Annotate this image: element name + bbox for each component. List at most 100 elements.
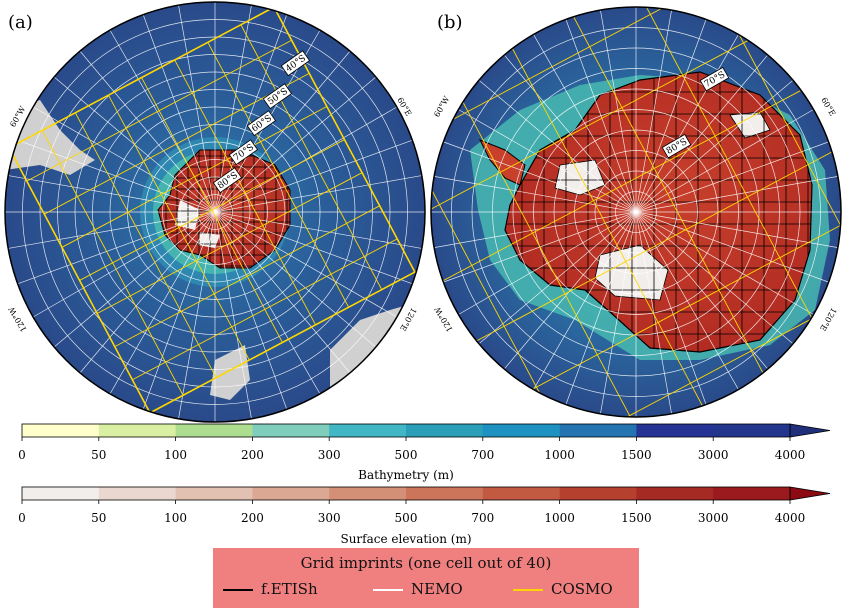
- graticule-meridian: [214, 211, 413, 285]
- graticule-meridian: [178, 211, 216, 419]
- graticule-meridian: [214, 211, 422, 249]
- legend-item-fetish: f.ETISh: [223, 580, 318, 600]
- graticule-meridian: [214, 211, 377, 348]
- graticule-meridian: [635, 19, 707, 213]
- colorbar-tick-label: 200: [241, 448, 264, 462]
- colorbar-tick-label: 3000: [698, 511, 729, 525]
- graticule-meridian: [214, 50, 351, 213]
- colorbar-label: Surface elevation (m): [340, 532, 471, 546]
- graticule-meridian: [565, 19, 637, 213]
- graticule-meridian: [214, 211, 321, 395]
- graticule-meridian: [635, 141, 829, 213]
- graticule-meridian: [214, 175, 422, 213]
- colorbar-tick-label: 700: [471, 511, 494, 525]
- colorbar-bin: [175, 424, 253, 437]
- legend-title: Grid imprints (one cell out of 40): [300, 554, 552, 572]
- colorbar-tick-label: 100: [164, 511, 187, 525]
- new-zealand-land: [210, 345, 250, 400]
- cosmo-grid-a: [8, 6, 416, 414]
- graticule-meridian: [53, 211, 216, 348]
- colorbar-bin: [636, 487, 714, 500]
- cosmo-grid-line: [207, 42, 350, 308]
- surface-elevation-colorbar: 0 50 100 200 300 500 700 1000 1500 3000 4000 Surfac…: [18, 486, 831, 546]
- colorbar-tick-label: 0: [18, 511, 26, 525]
- colorbar-bin: [22, 424, 100, 437]
- graticule-meridian: [600, 211, 637, 414]
- graticule-meridian: [533, 211, 637, 390]
- colorbar-tick-label: 50: [91, 448, 106, 462]
- graticule-meridian: [635, 176, 838, 213]
- cosmo-grid-line: [431, 21, 634, 417]
- graticule-meridian: [79, 211, 216, 374]
- graticule-meridian: [635, 211, 794, 345]
- graticule-meridian: [434, 176, 637, 213]
- graticule-meridian: [635, 211, 707, 405]
- graticule-meridian: [214, 106, 398, 213]
- graticule-meridian: [565, 211, 637, 405]
- cosmo-grid-line: [446, 221, 841, 417]
- panel-b-map: (b) 70°S 80°S 60°W 60°E 120°W 120°E: [430, 6, 842, 418]
- graticule-meridian: [17, 211, 216, 285]
- colorbar-bin: [329, 424, 407, 437]
- graticule-meridian: [32, 106, 216, 213]
- colorbar-bin: [252, 487, 330, 500]
- legend-item-cosmo: COSMO: [513, 580, 613, 600]
- colorbar-bin: [406, 487, 484, 500]
- colorbar-bin: [713, 487, 791, 500]
- graticule-meridian: [214, 139, 413, 213]
- colorbar-tick-label: 100: [164, 448, 187, 462]
- cosmo-grid-line: [646, 7, 841, 409]
- graticule-meridian: [8, 211, 216, 249]
- map-boundary-a: [4, 1, 426, 423]
- graticule-meridian: [503, 54, 637, 213]
- colorbar-bin: [559, 424, 637, 437]
- colorbar-bin: [329, 487, 407, 500]
- colorbar-extend-arrow: [789, 423, 831, 438]
- graticule-meridian: [635, 211, 769, 370]
- colorbar-tick-label: 4000: [775, 448, 806, 462]
- cosmo-grid-line: [114, 205, 380, 348]
- legend-item-nemo: NEMO: [373, 580, 463, 600]
- graticule-meridian: [214, 76, 377, 213]
- legend-label-cosmo: COSMO: [551, 580, 613, 598]
- cosmo-grid-line: [79, 139, 345, 281]
- colorbar-bin: [559, 487, 637, 500]
- graticule-meridian: [635, 54, 769, 213]
- graticule-meridian: [109, 29, 216, 213]
- colorbar-tick-label: 300: [318, 511, 341, 525]
- lon-label-120e-b: 120°E: [818, 306, 838, 332]
- panel-a-map: (a) 40°S 50°S 60°S 70°S 80°S: [4, 1, 426, 423]
- graticule-meridian: [8, 175, 216, 213]
- nemo-grid-a: [5, 2, 425, 422]
- legend-box: Grid imprints (one cell out of 40) f.ETI…: [213, 548, 639, 608]
- colorbar-bin: [175, 487, 253, 500]
- colorbar-tick-label: 200: [241, 511, 264, 525]
- graticule-meridian: [635, 109, 814, 213]
- nemo-grid-b: [431, 7, 841, 417]
- graticule-meridian: [214, 211, 398, 318]
- panel-a-label: (a): [8, 12, 33, 33]
- lon-label-60e-b: 60°E: [819, 96, 837, 118]
- graticule-meridian: [503, 211, 637, 370]
- map-boundary-b: [430, 6, 842, 418]
- graticule-meridian: [635, 34, 739, 213]
- legend-label-nemo: NEMO: [411, 580, 463, 598]
- colorbar-label: Bathymetry (m): [358, 468, 454, 482]
- cosmo-grid-line: [132, 238, 398, 381]
- graticule-meridian: [142, 14, 216, 213]
- colorbar-tick-label: 50: [91, 511, 106, 525]
- graticule-meridian: [214, 211, 252, 419]
- graticule-meridian: [458, 211, 637, 315]
- colorbar-tick-label: 0: [18, 448, 26, 462]
- colorbar-tick-label: 700: [471, 448, 494, 462]
- graticule-meridian: [635, 211, 672, 414]
- colorbar-tick-label: 1000: [544, 511, 575, 525]
- colorbar-bin: [406, 424, 484, 437]
- graticule-meridian: [635, 211, 829, 283]
- graticule-meridian: [109, 211, 216, 395]
- colorbar-tick-label: 4000: [775, 511, 806, 525]
- cosmo-grid-line: [240, 24, 383, 290]
- lon-label-120w-b: 120°W: [433, 304, 455, 333]
- legend-label-fetish: f.ETISh: [261, 580, 318, 598]
- colorbar-bin: [252, 424, 330, 437]
